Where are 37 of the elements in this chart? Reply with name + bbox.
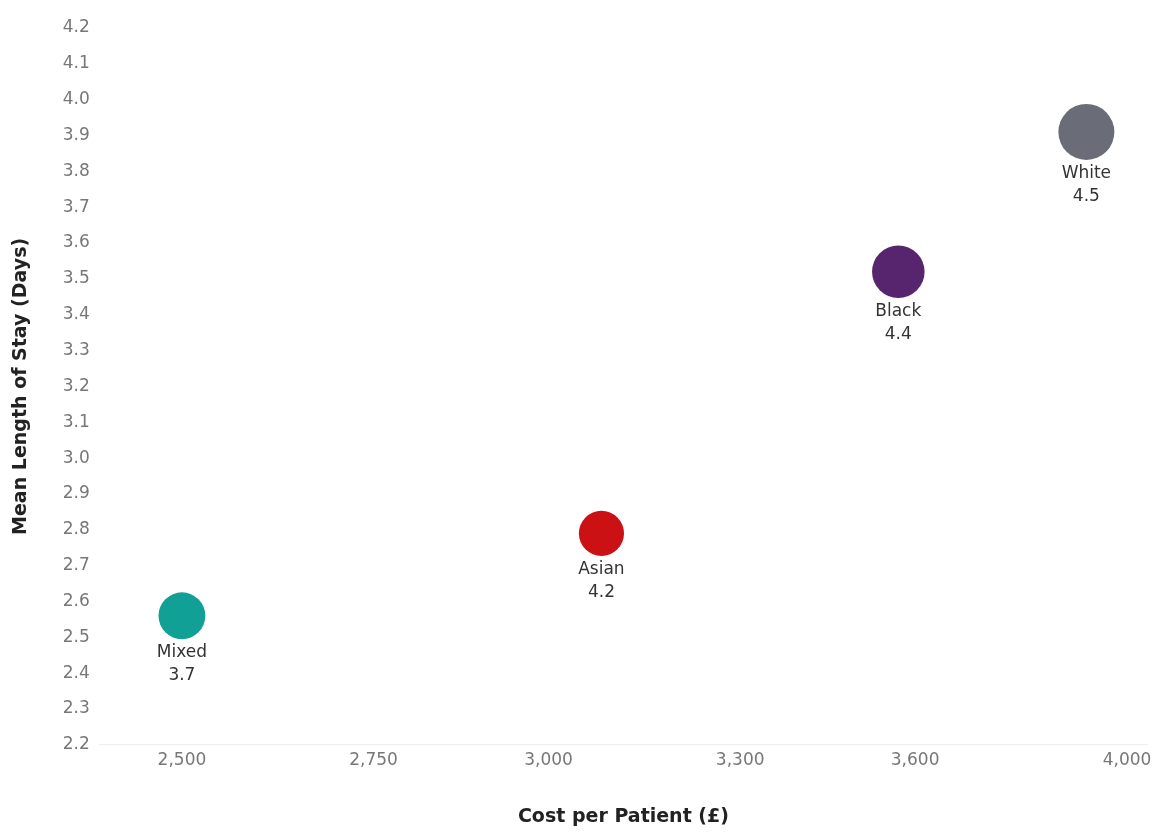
y-tick-label: 2.6 xyxy=(62,589,90,610)
x-tick-label: 3,300 xyxy=(715,749,765,770)
y-tick-label: 3.3 xyxy=(62,338,90,359)
y-tick-label: 2.8 xyxy=(62,518,90,539)
series-label: White xyxy=(1061,161,1112,182)
series-label: Mixed xyxy=(156,641,208,662)
series-label: Black xyxy=(875,299,922,320)
x-tick-label: 3,600 xyxy=(890,749,940,770)
y-tick-label: 4.1 xyxy=(62,52,90,73)
annotation: 4.4 xyxy=(884,322,912,343)
x-tick-label: 3,000 xyxy=(524,749,573,770)
y-tick-label: 2.7 xyxy=(62,554,90,575)
annotation: 3.7 xyxy=(168,664,196,685)
y-tick-label: 3.9 xyxy=(62,123,90,144)
annotation: 4.2 xyxy=(587,580,615,601)
series-label: Asian xyxy=(578,557,625,578)
y-tick-label: 2.3 xyxy=(62,697,90,718)
y-tick-label: 4.0 xyxy=(62,88,90,109)
x-tick-label: 2,500 xyxy=(157,749,207,770)
y-tick-label: 4.2 xyxy=(62,16,90,37)
y-tick-label: 3.5 xyxy=(62,267,90,288)
y-tick-label: 3.6 xyxy=(62,231,90,252)
y-tick-label: 3.4 xyxy=(62,303,90,324)
y-tick-label: 3.7 xyxy=(62,195,90,216)
y-tick-label: 2.2 xyxy=(62,733,90,754)
x-tick-label: 4,000 xyxy=(1102,749,1152,770)
y-tick-label: 3.8 xyxy=(62,159,90,180)
y-axis-title: Mean Length of Stay (Days) xyxy=(8,237,31,535)
y-tick-label: 2.9 xyxy=(62,482,90,503)
x-tick-label: 2,750 xyxy=(349,749,398,770)
y-tick-label: 3.0 xyxy=(62,446,90,467)
y-tick-label: 2.5 xyxy=(62,625,90,646)
x-axis-title: Cost per Patient (£) xyxy=(517,803,729,826)
y-tick-label: 3.1 xyxy=(62,410,90,431)
y-tick-label: 2.4 xyxy=(62,661,90,682)
y-tick-label: 3.2 xyxy=(62,374,90,395)
annotation: 4.5 xyxy=(1072,184,1100,205)
